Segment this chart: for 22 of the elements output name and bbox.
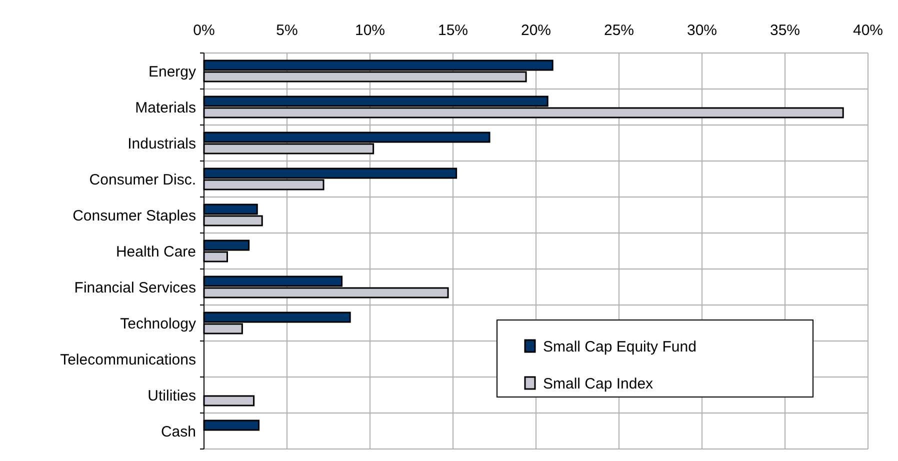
x-tick-label: 20%: [520, 22, 552, 39]
y-tick-label: Cash: [160, 423, 196, 440]
y-tick-label: Materials: [135, 99, 196, 116]
y-tick-label: Energy: [148, 63, 196, 80]
x-tick-label: 30%: [686, 22, 718, 39]
y-tick-label: Health Care: [116, 243, 196, 260]
y-tick-label: Utilities: [148, 387, 196, 404]
x-tick-label: 5%: [276, 22, 298, 39]
x-tick-label: 25%: [604, 22, 634, 39]
y-tick-label: Financial Services: [74, 279, 196, 296]
y-tick-label: Telecommunications: [60, 351, 196, 368]
y-tick-label: Industrials: [128, 135, 196, 152]
legend-label: Small Cap Equity Fund: [543, 338, 696, 356]
y-tick-label: Consumer Disc.: [89, 171, 196, 188]
x-tick-label: 40%: [852, 22, 884, 39]
x-tick-label: 0%: [193, 22, 215, 39]
legend-label: Small Cap Index: [543, 375, 654, 392]
x-tick-label: 15%: [438, 22, 468, 39]
y-tick-label: Consumer Staples: [72, 207, 196, 224]
y-tick-label: Technology: [120, 315, 196, 332]
x-tick-label: 10%: [354, 22, 386, 39]
x-tick-label: 35%: [770, 22, 800, 39]
